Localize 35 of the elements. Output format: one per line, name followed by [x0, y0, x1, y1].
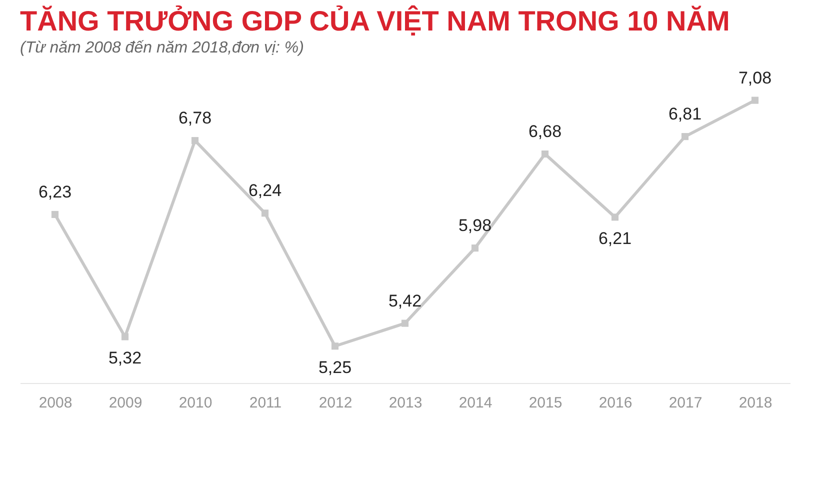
point: [541, 150, 549, 158]
point: [681, 133, 689, 140]
point: [261, 210, 269, 217]
x-tick-label: 2016: [598, 394, 632, 412]
data-label: 7,08: [738, 68, 772, 88]
data-label: 6,78: [178, 108, 212, 128]
point: [401, 320, 409, 327]
x-tick-label: 2015: [528, 394, 562, 412]
data-label: 5,42: [388, 291, 422, 310]
data-label: 6,81: [668, 104, 702, 124]
x-tick-label: 2013: [388, 394, 422, 412]
data-label: 6,24: [248, 181, 282, 200]
x-tick-label: 2010: [178, 394, 212, 412]
data-label: 6,68: [528, 122, 562, 142]
point: [611, 214, 619, 221]
point: [191, 137, 199, 144]
data-label: 6,23: [38, 182, 72, 202]
x-tick-label: 2008: [38, 394, 72, 412]
point: [471, 244, 479, 252]
x-tick-label: 2014: [458, 394, 492, 412]
x-tick-label: 2012: [318, 394, 352, 412]
x-tick-label: 2018: [738, 394, 772, 412]
chart-title: TĂNG TRƯỞNG GDP CỦA VIỆT NAM TRONG 10 NĂM: [20, 4, 730, 36]
data-label: 5,32: [108, 348, 142, 368]
x-tick-label: 2011: [249, 394, 282, 412]
point: [331, 342, 339, 350]
point: [121, 333, 129, 340]
data-label: 6,21: [598, 229, 632, 248]
x-tick-label: 2009: [108, 394, 142, 412]
point: [51, 210, 59, 218]
point: [751, 96, 759, 104]
data-label: 5,25: [318, 358, 352, 378]
data-label: 5,98: [458, 216, 492, 236]
x-tick-label: 2017: [668, 394, 702, 412]
chart-subtitle: (Từ năm 2008 đến năm 2018,đơn vị: %): [20, 39, 304, 56]
